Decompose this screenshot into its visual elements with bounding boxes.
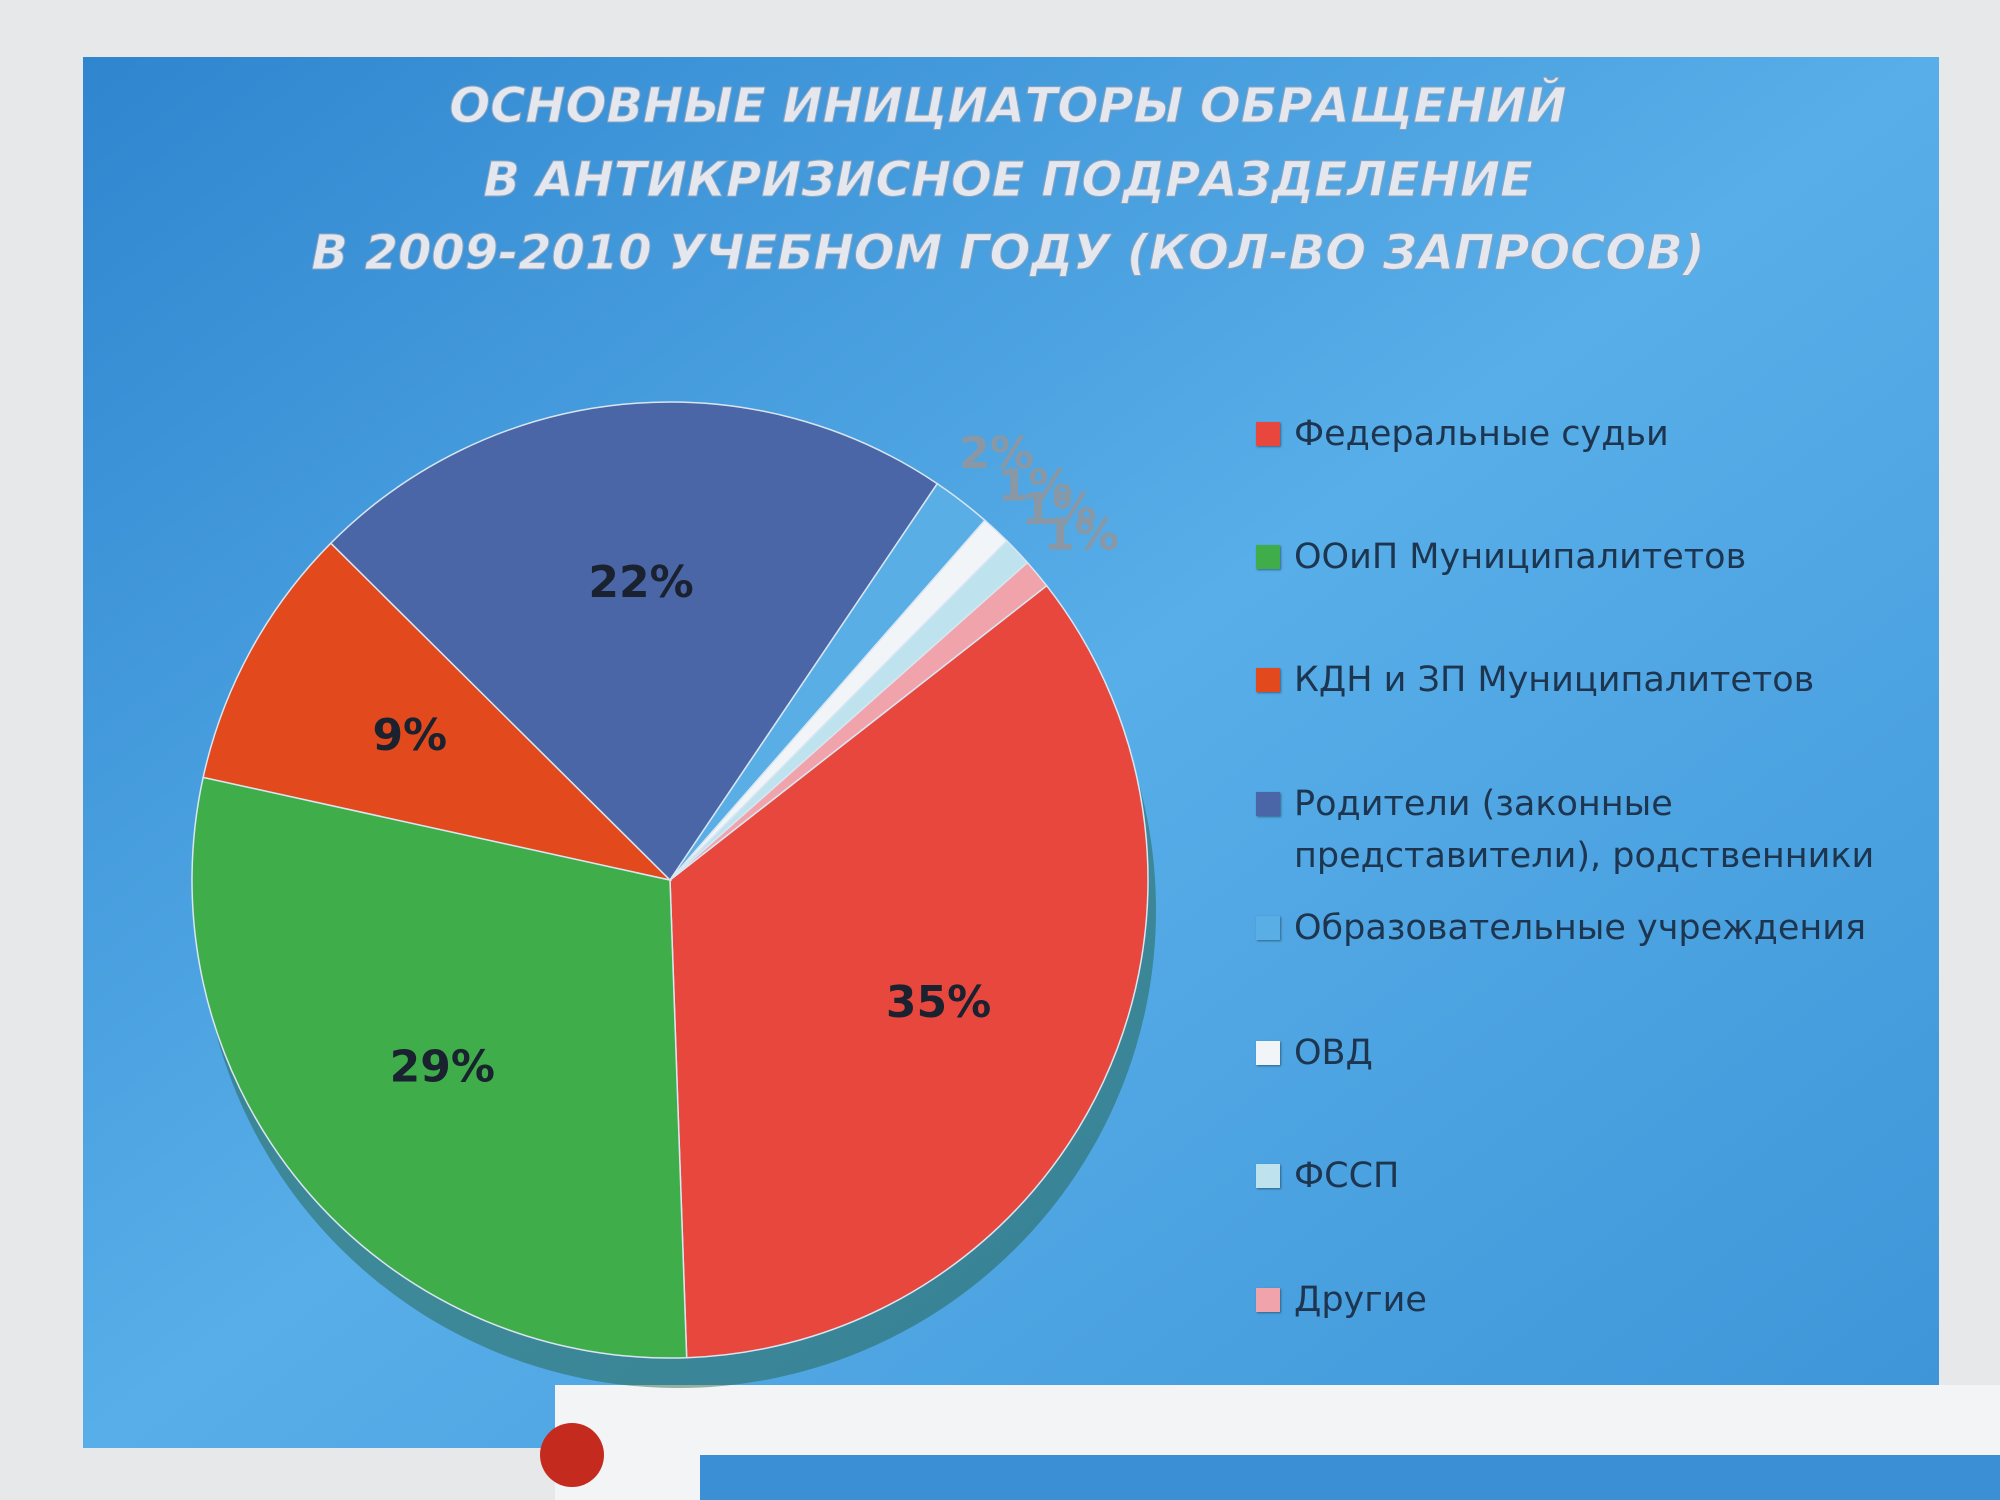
pin [540,1423,604,1487]
data-label: 1% [1022,484,1097,535]
legend-item: Образовательные учреждения [1256,902,1916,954]
legend-label: Родители (законные представители), родст… [1294,784,1875,876]
legend-swatch [1256,916,1280,940]
legend-label: ООиП Муниципалитетов [1294,537,1747,577]
chart-title: В 2009-2010 УЧЕБНОМ ГОДУ (КОЛ-ВО ЗАПРОСО… [311,225,1704,281]
legend-item: ООиП Муниципалитетов [1256,531,1916,583]
chart-title: В АНТИКРИЗИСНОЕ ПОДРАЗДЕЛЕНИЕ [483,152,1533,208]
legend-label: ФССП [1294,1156,1400,1196]
lower-panel [700,1455,2000,1500]
data-label: 29% [390,1042,495,1093]
pie-slice [191,776,688,1359]
legend-item: Другие [1256,1274,1916,1326]
pie-slice [329,401,939,882]
legend-swatch [1256,545,1280,569]
legend-swatch [1256,792,1280,816]
chart-title: ОСНОВНЫЕ ИНИЦИАТОРЫ ОБРАЩЕНИЙ [449,77,1566,134]
legend-swatch [1256,1164,1280,1188]
data-label: 2% [959,428,1034,479]
data-label: 35% [886,977,991,1028]
data-label: 1% [998,460,1073,511]
legend-swatch [1256,668,1280,692]
data-label: 22% [588,557,693,608]
legend-item: КДН и ЗП Муниципалитетов [1256,654,1916,706]
pie-slice [202,542,673,882]
pie-slice [669,561,1048,881]
legend-swatch [1256,1041,1280,1065]
legend-item: ФССП [1256,1150,1916,1202]
legend-label: КДН и ЗП Муниципалитетов [1294,660,1815,700]
legend-item: Федеральные судьи [1256,408,1916,460]
legend-label: ОВД [1294,1033,1373,1073]
legend-label: Образовательные учреждения [1294,908,1867,948]
legend-item: ОВД [1256,1027,1916,1079]
data-label: 9% [372,710,447,761]
data-label: 1% [1044,509,1119,560]
pie-slice [669,584,1149,1359]
legend-swatch [1256,422,1280,446]
legend-label: Федеральные судьи [1294,414,1669,454]
legend-item: Родители (законные представители), родст… [1256,778,1916,882]
legend-swatch [1256,1288,1280,1312]
legend-label: Другие [1294,1280,1427,1320]
